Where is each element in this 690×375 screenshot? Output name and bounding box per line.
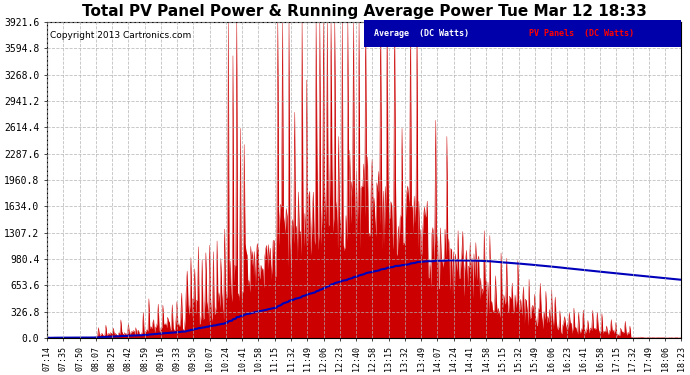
- Title: Total PV Panel Power & Running Average Power Tue Mar 12 18:33: Total PV Panel Power & Running Average P…: [81, 4, 647, 19]
- Text: Copyright 2013 Cartronics.com: Copyright 2013 Cartronics.com: [50, 31, 192, 40]
